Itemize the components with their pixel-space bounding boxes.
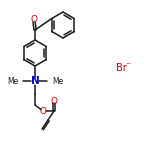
Text: Me: Me xyxy=(52,76,63,85)
Text: N: N xyxy=(31,76,39,86)
Text: O: O xyxy=(39,106,46,116)
Text: ⁻: ⁻ xyxy=(125,61,130,71)
Text: Me: Me xyxy=(7,76,18,85)
Text: Br: Br xyxy=(116,63,127,73)
Text: O: O xyxy=(51,96,57,105)
Text: O: O xyxy=(30,15,38,24)
